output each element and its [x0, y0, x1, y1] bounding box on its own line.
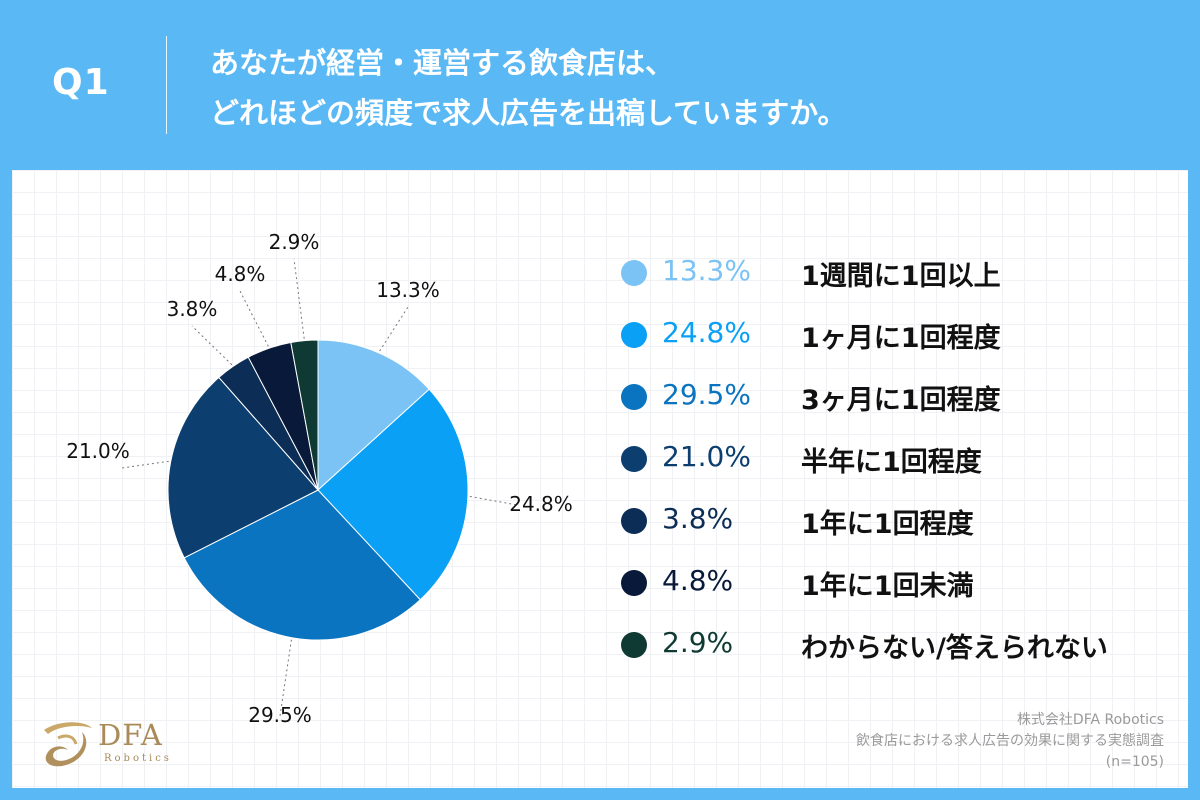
legend-item: 4.8% 1年に1回未満 [621, 560, 1161, 602]
legend-label: 1ヶ月に1回程度 [801, 323, 1001, 354]
data-label: 2.9% [269, 230, 320, 254]
legend-item: 3.8% 1年に1回程度 [621, 498, 1161, 540]
source-sample: (n=105) [1105, 754, 1164, 770]
legend-item: 24.8% 1ヶ月に1回程度 [621, 312, 1161, 354]
data-label: 29.5% [248, 703, 312, 727]
source-company: 株式会社DFA Robotics [1016, 712, 1164, 728]
logo-text: DFA [98, 718, 163, 752]
data-label: 21.0% [66, 439, 130, 463]
legend-item: 2.9% わからない/答えられない [621, 622, 1161, 664]
legend-label: 半年に1回程度 [801, 447, 982, 478]
legend-label: 1週間に1回以上 [801, 261, 1001, 292]
legend-item: 21.0% 半年に1回程度 [621, 436, 1161, 478]
data-label: 4.8% [215, 262, 266, 286]
legend-swatch [621, 632, 647, 658]
source-note: 株式会社DFA Robotics 飲食店における求人広告の効果に関する実態調査 … [856, 710, 1164, 773]
logo-subtext: Robotics [104, 753, 172, 764]
data-label: 3.8% [167, 297, 218, 321]
pie-slice [317, 339, 430, 492]
pie-slice [290, 339, 319, 491]
leader-line [293, 258, 305, 339]
question-label: Q1 [52, 62, 110, 103]
legend-swatch [621, 508, 647, 534]
legend-percent: 2.9% [662, 626, 734, 659]
legend-item: 13.3% 1週間に1回以上 [621, 250, 1161, 292]
legend-label: わからない/答えられない [801, 633, 1108, 664]
legend-percent: 29.5% [662, 378, 751, 411]
leader-line [239, 290, 269, 347]
pie-slice [183, 489, 421, 641]
legend-swatch [621, 384, 647, 410]
legend-swatch [621, 446, 647, 472]
leader-line [379, 306, 409, 352]
question-title: あなたが経営・運営する飲食店は、 どれほどの頻度で求人広告を出稿していますか。 [210, 38, 1170, 138]
source-survey: 飲食店における求人広告の効果に関する実態調査 [856, 733, 1164, 749]
data-label: 24.8% [509, 492, 573, 516]
header: Q1 あなたが経営・運営する飲食店は、 どれほどの頻度で求人広告を出稿しています… [0, 0, 1200, 170]
leader-line [191, 325, 233, 366]
legend-percent: 4.8% [662, 564, 734, 597]
legend-percent: 13.3% [662, 254, 751, 287]
legend-percent: 21.0% [662, 440, 751, 473]
data-label: 13.3% [376, 278, 440, 302]
legend-label: 1年に1回未満 [801, 571, 974, 602]
header-divider [166, 36, 167, 134]
legend-percent: 24.8% [662, 316, 751, 349]
dfa-logo: DFA Robotics [38, 712, 188, 774]
legend-swatch [621, 322, 647, 348]
legend-swatch [621, 260, 647, 286]
question-title-line2: どれほどの頻度で求人広告を出稿していますか。 [210, 96, 847, 130]
legend-percent: 3.8% [662, 502, 734, 535]
dfa-logo-mark-icon [44, 722, 92, 767]
legend-label: 3ヶ月に1回程度 [801, 385, 1001, 416]
legend-label: 1年に1回程度 [801, 509, 974, 540]
legend-item: 29.5% 3ヶ月に1回程度 [621, 374, 1161, 416]
pie-slice [317, 388, 469, 601]
question-title-line1: あなたが経営・運営する飲食店は、 [210, 46, 675, 80]
legend-swatch [621, 570, 647, 596]
pie-slice [167, 376, 319, 559]
